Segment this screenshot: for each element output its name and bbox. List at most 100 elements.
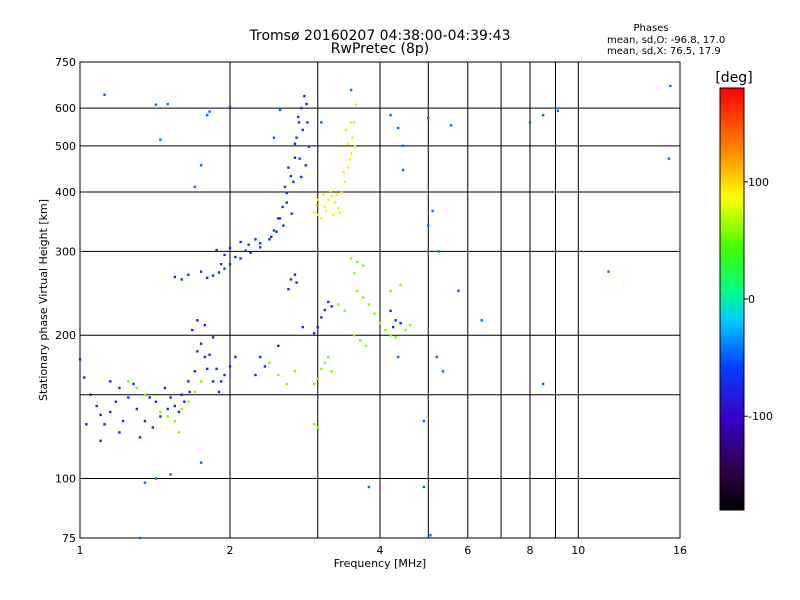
data-point — [277, 373, 280, 377]
data-point — [358, 339, 362, 342]
data-point — [427, 224, 430, 227]
data-point — [138, 536, 142, 540]
data-point — [384, 328, 387, 332]
data-point — [259, 355, 262, 359]
data-point — [239, 240, 242, 244]
data-point — [316, 426, 319, 429]
data-point — [219, 380, 223, 383]
data-point — [323, 361, 327, 365]
data-point — [355, 260, 359, 264]
y-tick-label: 200 — [55, 329, 76, 342]
data-point — [259, 246, 262, 249]
data-point — [289, 278, 293, 281]
data-point — [103, 93, 106, 96]
x-tick-label: 16 — [673, 544, 687, 557]
data-point — [541, 382, 545, 386]
data-point — [173, 419, 177, 423]
data-point — [193, 390, 197, 394]
data-point — [389, 289, 392, 292]
data-point — [173, 404, 177, 408]
data-point — [343, 180, 347, 184]
data-point — [205, 113, 209, 117]
data-point — [373, 312, 376, 315]
data-point — [118, 386, 121, 390]
data-point — [335, 193, 339, 196]
x-axis-label: Frequency [MHz] — [334, 557, 426, 570]
data-point — [196, 350, 199, 353]
y-tick-label: 500 — [55, 140, 76, 153]
chart-title: Tromsø 20160207 04:38:00-04:39:43 — [249, 28, 511, 44]
data-point — [287, 287, 290, 291]
data-point — [199, 270, 203, 273]
data-point — [349, 152, 353, 155]
data-point — [297, 121, 301, 124]
data-point — [177, 410, 181, 414]
data-point — [316, 377, 319, 380]
data-point — [338, 211, 341, 214]
data-point — [340, 191, 343, 195]
data-point — [437, 250, 441, 253]
data-point — [254, 373, 257, 377]
y-tick-label: 100 — [55, 473, 76, 486]
data-point — [83, 376, 86, 379]
data-point — [355, 289, 359, 292]
data-point — [85, 423, 88, 426]
data-point — [143, 419, 147, 423]
x-tick-label: 2 — [227, 544, 234, 557]
data-point — [295, 136, 298, 139]
data-point — [138, 436, 142, 439]
data-point — [349, 257, 353, 260]
data-point — [193, 370, 197, 373]
data-point — [183, 400, 186, 403]
data-point — [399, 283, 402, 287]
data-point — [169, 473, 172, 476]
data-point — [234, 255, 237, 259]
data-point — [285, 191, 288, 195]
data-point — [199, 380, 203, 383]
data-point — [239, 257, 242, 260]
data-point — [327, 198, 330, 202]
data-point — [270, 235, 273, 238]
data-point — [244, 249, 247, 252]
data-point — [278, 217, 282, 220]
data-point — [431, 209, 434, 213]
data-point — [349, 121, 353, 124]
data-point — [199, 164, 203, 167]
data-point — [199, 342, 203, 345]
data-point — [278, 108, 282, 112]
data-point — [329, 189, 332, 193]
data-point — [348, 158, 352, 161]
data-point — [127, 380, 130, 383]
data-point — [223, 253, 226, 257]
data-point — [312, 423, 316, 426]
data-point — [228, 365, 232, 368]
data-point — [352, 272, 356, 275]
data-point — [249, 251, 252, 255]
data-point — [401, 168, 405, 172]
data-point — [277, 217, 280, 220]
data-point — [272, 229, 276, 232]
data-point — [337, 303, 340, 306]
data-point — [154, 477, 158, 480]
data-point — [320, 316, 323, 319]
data-point — [295, 281, 298, 284]
data-point — [159, 410, 162, 414]
colorbar-ticks: 100 0 -100 — [744, 176, 773, 423]
data-point — [215, 248, 218, 252]
data-point — [78, 358, 82, 361]
data-point — [215, 367, 218, 371]
data-point — [234, 355, 237, 359]
data-point — [307, 145, 311, 148]
x-tick-label: 1 — [77, 544, 84, 557]
data-point — [228, 263, 232, 266]
data-point — [396, 126, 400, 130]
data-point — [312, 211, 316, 214]
data-point — [320, 217, 323, 220]
data-point — [394, 336, 397, 339]
data-point — [118, 431, 121, 434]
data-point — [361, 296, 365, 299]
stats-title: Phases — [633, 23, 668, 34]
data-point — [333, 201, 337, 204]
data-point — [208, 110, 211, 113]
colorbar-tick-label: -100 — [748, 410, 773, 423]
